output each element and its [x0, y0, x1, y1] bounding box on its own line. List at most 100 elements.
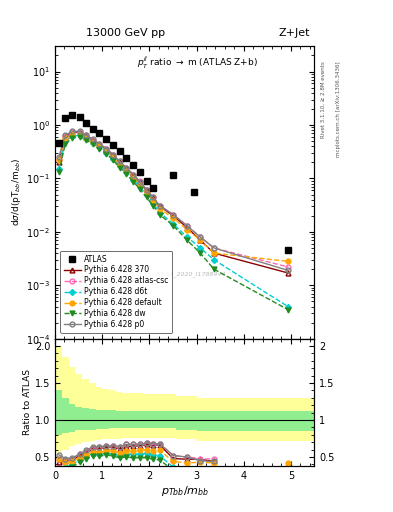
- Pythia 6.428 atlas-csc: [90, 137, 95, 143]
- ATLAS: [144, 178, 149, 184]
- Pythia 6.428 370: [124, 165, 129, 172]
- Pythia 6.428 p0: [77, 129, 82, 135]
- ATLAS: [286, 247, 290, 253]
- Pythia 6.428 370: [104, 146, 109, 153]
- Legend: ATLAS, Pythia 6.428 370, Pythia 6.428 atlas-csc, Pythia 6.428 d6t, Pythia 6.428 : ATLAS, Pythia 6.428 370, Pythia 6.428 at…: [60, 251, 172, 333]
- Pythia 6.428 d6t: [286, 304, 290, 310]
- Pythia 6.428 d6t: [117, 163, 122, 169]
- Pythia 6.428 atlas-csc: [104, 145, 109, 152]
- Pythia 6.428 default: [57, 157, 61, 163]
- Pythia 6.428 default: [77, 131, 82, 137]
- Pythia 6.428 atlas-csc: [57, 157, 61, 163]
- Pythia 6.428 atlas-csc: [286, 264, 290, 270]
- Pythia 6.428 d6t: [151, 200, 156, 206]
- Pythia 6.428 dw: [77, 134, 82, 140]
- Pythia 6.428 dw: [97, 145, 102, 152]
- Pythia 6.428 p0: [90, 136, 95, 142]
- Pythia 6.428 dw: [157, 211, 162, 218]
- Pythia 6.428 dw: [84, 137, 88, 143]
- ATLAS: [131, 162, 136, 168]
- Pythia 6.428 d6t: [211, 257, 216, 263]
- ATLAS: [171, 172, 176, 178]
- Pythia 6.428 default: [157, 206, 162, 212]
- Pythia 6.428 default: [90, 139, 95, 145]
- Pythia 6.428 atlas-csc: [151, 195, 156, 201]
- Pythia 6.428 default: [84, 135, 88, 141]
- Line: Pythia 6.428 dw: Pythia 6.428 dw: [56, 135, 290, 312]
- ATLAS: [191, 189, 196, 196]
- Pythia 6.428 p0: [151, 195, 156, 201]
- Pythia 6.428 atlas-csc: [63, 133, 68, 139]
- Pythia 6.428 default: [198, 237, 203, 243]
- Pythia 6.428 d6t: [138, 184, 142, 190]
- Pythia 6.428 atlas-csc: [138, 178, 142, 184]
- Pythia 6.428 d6t: [131, 177, 136, 183]
- ATLAS: [90, 125, 95, 132]
- Pythia 6.428 p0: [131, 172, 136, 178]
- Pythia 6.428 default: [185, 227, 189, 233]
- Pythia 6.428 atlas-csc: [97, 141, 102, 147]
- Pythia 6.428 dw: [171, 223, 176, 229]
- Pythia 6.428 p0: [117, 158, 122, 164]
- Pythia 6.428 dw: [104, 151, 109, 157]
- Pythia 6.428 p0: [84, 132, 88, 138]
- ATLAS: [77, 114, 82, 120]
- Pythia 6.428 dw: [57, 169, 61, 176]
- Pythia 6.428 default: [211, 250, 216, 256]
- Pythia 6.428 p0: [63, 132, 68, 138]
- Pythia 6.428 p0: [111, 152, 116, 158]
- X-axis label: $p_{Tbb}/m_{bb}$: $p_{Tbb}/m_{bb}$: [161, 483, 209, 498]
- Y-axis label: d$\sigma$/d(pT$_{bb}$/m$_{bb}$): d$\sigma$/d(pT$_{bb}$/m$_{bb}$): [10, 158, 23, 226]
- Text: Z+Jet: Z+Jet: [279, 28, 310, 38]
- Pythia 6.428 dw: [151, 203, 156, 209]
- Text: Rivet 3.1.10, ≥ 2.8M events: Rivet 3.1.10, ≥ 2.8M events: [320, 61, 325, 138]
- Pythia 6.428 370: [63, 134, 68, 140]
- Pythia 6.428 dw: [90, 141, 95, 147]
- Pythia 6.428 p0: [198, 234, 203, 240]
- Pythia 6.428 p0: [157, 203, 162, 209]
- Pythia 6.428 370: [131, 172, 136, 178]
- Pythia 6.428 dw: [124, 171, 129, 177]
- Pythia 6.428 p0: [144, 186, 149, 193]
- Pythia 6.428 dw: [111, 157, 116, 163]
- Pythia 6.428 d6t: [90, 140, 95, 146]
- Pythia 6.428 370: [211, 250, 216, 256]
- ATLAS: [117, 147, 122, 154]
- Line: Pythia 6.428 p0: Pythia 6.428 p0: [56, 129, 290, 273]
- Pythia 6.428 atlas-csc: [124, 164, 129, 170]
- Pythia 6.428 atlas-csc: [77, 129, 82, 135]
- Pythia 6.428 atlas-csc: [144, 186, 149, 193]
- Pythia 6.428 dw: [70, 135, 75, 141]
- Pythia 6.428 atlas-csc: [131, 172, 136, 178]
- Pythia 6.428 d6t: [171, 221, 176, 227]
- Pythia 6.428 370: [144, 187, 149, 194]
- Pythia 6.428 default: [151, 198, 156, 204]
- Pythia 6.428 370: [157, 203, 162, 209]
- Pythia 6.428 default: [97, 143, 102, 150]
- Pythia 6.428 370: [117, 159, 122, 165]
- Pythia 6.428 dw: [131, 179, 136, 185]
- Pythia 6.428 atlas-csc: [157, 203, 162, 209]
- Pythia 6.428 default: [104, 148, 109, 155]
- Pythia 6.428 atlas-csc: [211, 245, 216, 251]
- Pythia 6.428 default: [138, 182, 142, 188]
- Pythia 6.428 default: [63, 135, 68, 141]
- ATLAS: [70, 112, 75, 118]
- Pythia 6.428 dw: [138, 186, 142, 192]
- Pythia 6.428 dw: [117, 164, 122, 170]
- Pythia 6.428 d6t: [144, 192, 149, 198]
- Pythia 6.428 default: [131, 175, 136, 181]
- Pythia 6.428 p0: [124, 164, 129, 170]
- Pythia 6.428 p0: [286, 267, 290, 273]
- Pythia 6.428 p0: [97, 140, 102, 146]
- Pythia 6.428 default: [117, 162, 122, 168]
- ATLAS: [138, 169, 142, 176]
- Pythia 6.428 p0: [70, 129, 75, 135]
- Pythia 6.428 370: [97, 141, 102, 147]
- ATLAS: [151, 185, 156, 191]
- Pythia 6.428 atlas-csc: [70, 129, 75, 135]
- Pythia 6.428 p0: [185, 223, 189, 229]
- Pythia 6.428 p0: [138, 179, 142, 185]
- ATLAS: [104, 136, 109, 142]
- ATLAS: [97, 130, 102, 136]
